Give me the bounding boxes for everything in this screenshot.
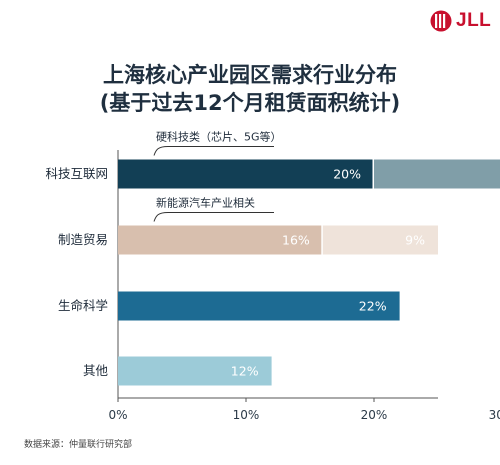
data-label: 22% xyxy=(359,299,387,314)
annotation-pointer xyxy=(153,146,169,156)
jll-logo: JLL xyxy=(430,10,491,32)
annotation-text: 新能源汽车产业相关 xyxy=(156,196,255,210)
chart-title: 上海核心产业园区需求行业分布 xyxy=(103,63,397,87)
data-label: 20% xyxy=(333,167,361,182)
bar-segment xyxy=(322,225,438,255)
category-label: 科技互联网 xyxy=(45,166,108,181)
annotation-text: 硬科技类（芯片、5G等） xyxy=(156,130,282,144)
jll-logo-icon xyxy=(430,10,452,32)
bar-segment xyxy=(118,225,322,255)
bar-segment xyxy=(118,159,373,189)
x-tick-label: 30% xyxy=(489,408,500,422)
source-note: 数据来源：仲量联行研究部 xyxy=(24,440,133,450)
x-tick-label: 0% xyxy=(108,408,127,422)
bar-segment xyxy=(118,291,400,321)
annotation-pointer xyxy=(153,212,169,222)
bar-segment xyxy=(118,356,272,386)
x-tick-label: 20% xyxy=(361,408,388,422)
x-tick-label: 10% xyxy=(233,408,260,422)
data-label: 12% xyxy=(231,364,259,379)
bar-segment xyxy=(374,159,500,189)
chart-subtitle: (基于过去12个月租赁面积统计) xyxy=(99,91,401,115)
data-label: 16% xyxy=(282,233,310,248)
category-label: 生命科学 xyxy=(58,298,108,313)
logo-text: JLL xyxy=(456,10,492,31)
category-label: 其他 xyxy=(83,363,109,378)
data-label: 9% xyxy=(405,233,425,248)
category-label: 制造贸易 xyxy=(58,232,108,247)
